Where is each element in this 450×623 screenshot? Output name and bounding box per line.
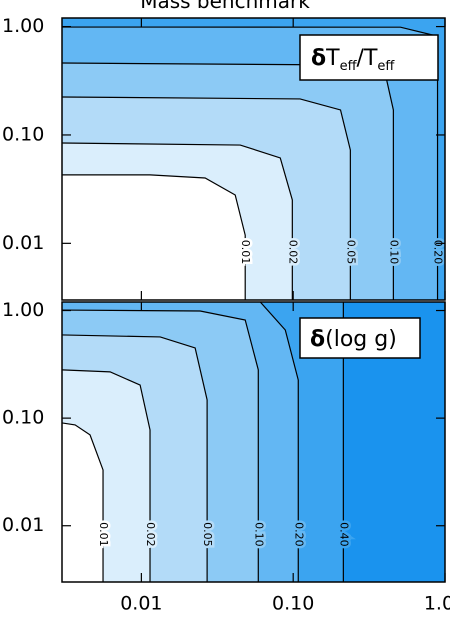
y-tick-label: 0.01 bbox=[2, 232, 44, 254]
contour-line bbox=[62, 174, 246, 300]
y-tick-label: 0.10 bbox=[2, 407, 44, 429]
contour-label: 0.05 bbox=[344, 240, 357, 265]
contour-line bbox=[62, 369, 151, 582]
annotation-part: δ bbox=[310, 327, 325, 352]
annotation-frame bbox=[299, 34, 439, 81]
annotation: δTeff/Teff bbox=[311, 46, 395, 74]
annotation: δ(log g) bbox=[310, 327, 397, 352]
annotation-part: /T bbox=[357, 46, 378, 71]
contour-label: 0.20 bbox=[432, 240, 445, 265]
contour-label: 0.40 bbox=[337, 522, 350, 547]
annotation-part: eff bbox=[340, 59, 358, 74]
panel-frame bbox=[61, 17, 446, 301]
contour-line bbox=[259, 302, 299, 582]
contour-line bbox=[62, 142, 293, 300]
annotation-frame bbox=[299, 317, 421, 359]
contour-line bbox=[62, 334, 208, 582]
y-tick-label: 0.10 bbox=[2, 123, 44, 145]
x-tick-label: 0.10 bbox=[272, 593, 314, 615]
y-tick-label: 0.01 bbox=[2, 514, 44, 536]
panel-frame bbox=[61, 301, 446, 583]
contour-label: 0.02 bbox=[144, 522, 157, 547]
contour-label: 0.01 bbox=[97, 522, 110, 547]
annotation-part: δ bbox=[311, 46, 326, 71]
annotation-box: δ(log g) bbox=[299, 317, 421, 359]
contour-label: 0.05 bbox=[201, 522, 214, 547]
contour-line bbox=[62, 309, 259, 582]
annotation-part: eff bbox=[377, 59, 395, 74]
annotation-part: (log g) bbox=[325, 327, 397, 352]
annotation-part: T bbox=[325, 46, 340, 71]
y-tick-label: 1.00 bbox=[2, 299, 44, 321]
contour-label: 0.02 bbox=[286, 240, 299, 265]
plot-area: 0.01 0.02 0.05 0.10 0.20 1.00 0.10 0.01 0.01 0.02… bbox=[2, 15, 450, 614]
panel: 0.01 0.02 0.05 0.10 0.20 0.40 bbox=[62, 302, 445, 582]
y-tick-label: 1.00 bbox=[2, 15, 44, 37]
x-tick-label: 0.01 bbox=[120, 593, 162, 615]
chart-title: Mass benchmark bbox=[140, 0, 310, 13]
x-tick-label: 1.00 bbox=[424, 593, 450, 615]
contour-label: 0.10 bbox=[252, 522, 265, 547]
contour-label: 0.01 bbox=[239, 240, 252, 265]
contour-line bbox=[62, 96, 351, 300]
annotation-box: δTeff/Teff bbox=[299, 34, 439, 81]
contour-band bbox=[343, 302, 445, 582]
contour-band bbox=[62, 18, 445, 300]
contour-label: 0.10 bbox=[387, 240, 400, 265]
contour-line bbox=[62, 422, 104, 582]
contour-label: 0.20 bbox=[292, 522, 305, 547]
